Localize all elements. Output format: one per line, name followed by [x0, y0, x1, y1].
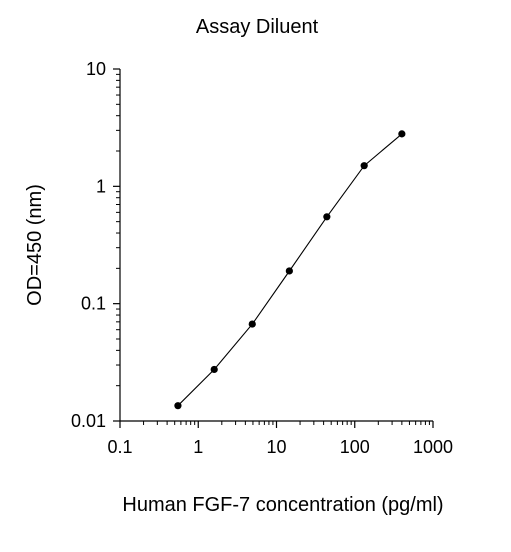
- y-tick-label: 0.1: [81, 294, 106, 314]
- y-tick-label: 1: [96, 176, 106, 196]
- x-tick-label: 0.1: [107, 437, 132, 457]
- series-layer: [174, 130, 406, 410]
- data-point: [210, 365, 218, 374]
- x-tick-label: 1000: [413, 437, 453, 457]
- data-point: [360, 162, 368, 170]
- x-axis-ticks: 0.1 1 10 100 1000: [107, 421, 453, 457]
- data-point: [398, 130, 406, 138]
- x-axis-label: Human FGF-7 concentration (pg/ml): [122, 494, 443, 516]
- y-axis-label: OD=450 (nm): [24, 184, 46, 306]
- y-tick-label: 10: [86, 59, 106, 79]
- data-point: [323, 213, 331, 221]
- plot-area: [119, 69, 433, 422]
- x-tick-label: 10: [266, 437, 286, 457]
- data-point: [174, 402, 182, 410]
- y-tick-label: 0.01: [71, 411, 106, 431]
- y-axis-ticks: 0.01 0.1 1 10: [71, 59, 120, 431]
- x-tick-label: 100: [340, 437, 370, 457]
- chart-title: Assay Diluent: [196, 16, 319, 38]
- data-point: [285, 267, 293, 275]
- x-tick-label: 1: [193, 437, 203, 457]
- data-point: [248, 320, 256, 328]
